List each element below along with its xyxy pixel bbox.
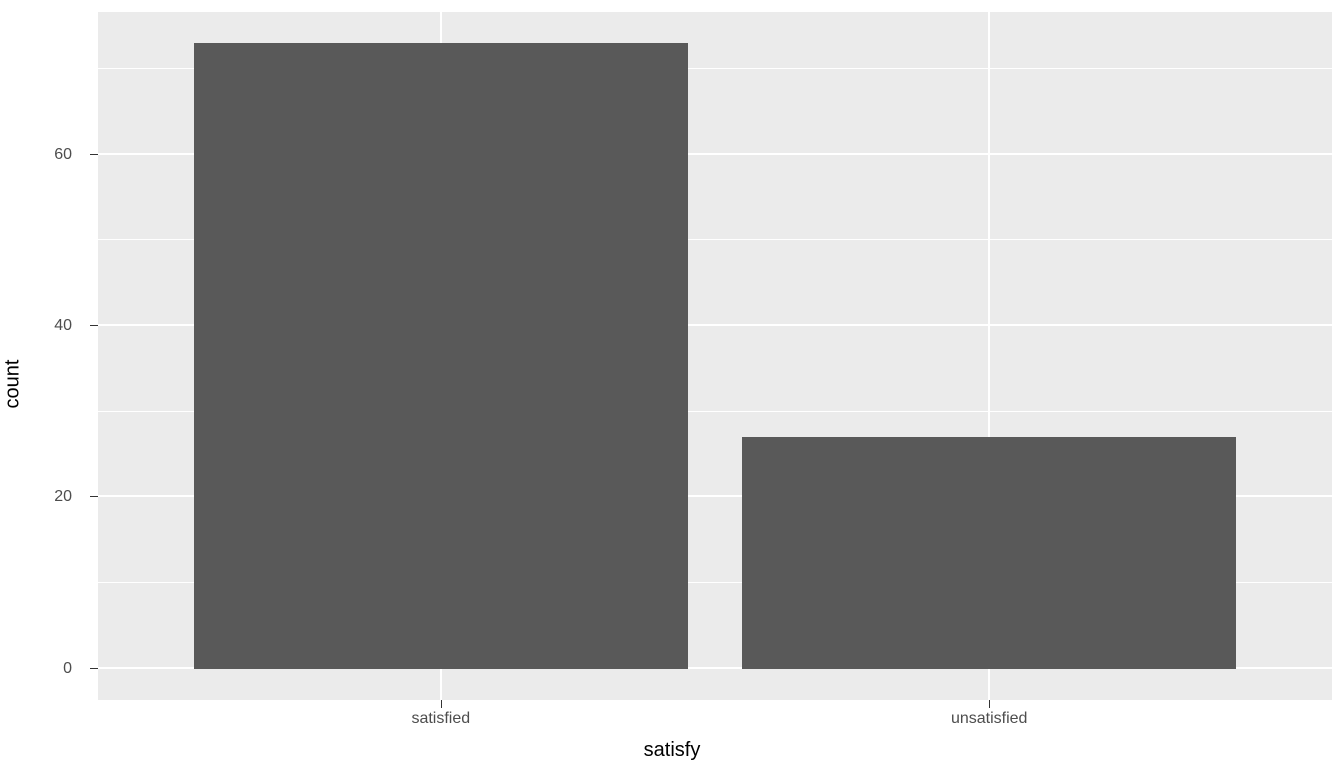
x-axis-title: satisfy bbox=[644, 739, 701, 762]
y-tick-label: 0 bbox=[63, 660, 72, 678]
y-tick-mark bbox=[90, 154, 98, 155]
y-tick-mark bbox=[90, 496, 98, 497]
x-tick-area: satisfied unsatisfied bbox=[98, 700, 1332, 734]
y-tick-labels: 0 20 40 60 bbox=[0, 12, 86, 700]
y-tick-label: 20 bbox=[54, 488, 72, 506]
bar-unsatisfied bbox=[742, 437, 1236, 668]
plot-panel bbox=[98, 12, 1332, 700]
bar-chart: count satisfy 0204060 satisfiedunsatisfi… bbox=[0, 0, 1344, 768]
bar-satisfied bbox=[194, 43, 688, 668]
y-tick-mark bbox=[90, 325, 98, 326]
x-tick-mark bbox=[441, 700, 442, 708]
y-tick-label: 60 bbox=[54, 146, 72, 164]
x-tick-label: satisfied bbox=[411, 710, 470, 728]
y-tick-marks bbox=[86, 12, 98, 700]
x-tick-label: unsatisfied bbox=[951, 710, 1028, 728]
y-tick-mark bbox=[90, 668, 98, 669]
x-tick-mark bbox=[989, 700, 990, 708]
y-tick-label: 40 bbox=[54, 317, 72, 335]
